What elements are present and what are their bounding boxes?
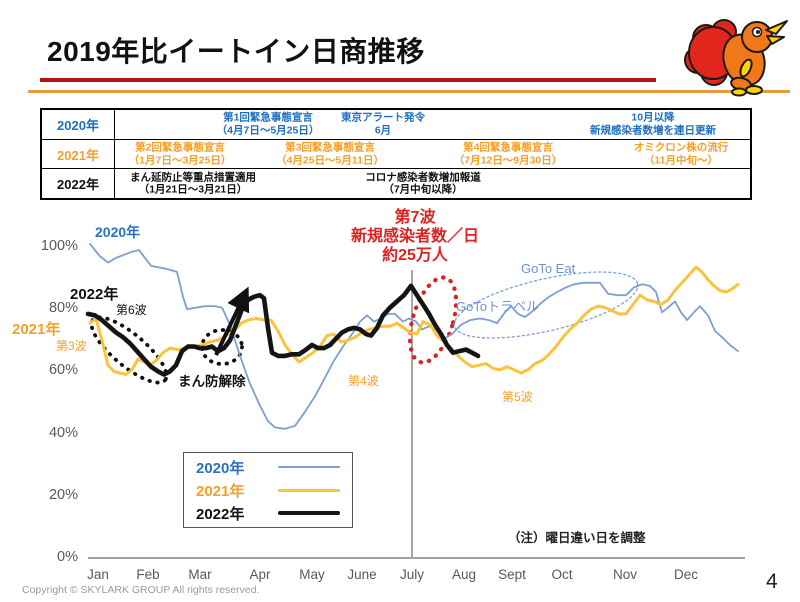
y-tick-100%: 100%	[40, 238, 78, 254]
chart-note: （注）曜日違い日を調整	[508, 531, 646, 545]
skylark-bird-logo	[684, 19, 788, 97]
chart-label-goto-travel: GoToトラベル	[456, 299, 540, 314]
timeline-event: オミクロン株の流行 （11月中旬～）	[633, 141, 729, 166]
timeline-event: 第4回緊急事態宣言 （7月12日～9月30日）	[453, 141, 563, 166]
x-tick-Dec: Dec	[673, 567, 699, 582]
timeline-event: まん延防止等重点措置適用 （1月21日～3月21日）	[130, 171, 256, 196]
legend-line-2022	[278, 511, 340, 515]
y-tick-60%: 60%	[48, 362, 78, 379]
timeline-year-label: 2022年	[42, 169, 115, 199]
timeline-event: 10月以降 新規感染者数増を連日更新	[590, 111, 716, 137]
legend-line-2020	[278, 466, 340, 468]
chart-label-2021: 2021年	[12, 321, 61, 338]
legend-item-2020: 2020年	[196, 457, 340, 477]
series-line-2020年	[89, 242, 739, 430]
timeline-row-body: 第2回緊急事態宣言 （1月7日～3月25日） 第3回緊急事態宣言 （4月25日～5月1…	[115, 140, 750, 169]
timeline-row-body: まん延防止等重点措置適用 （1月21日～3月21日） コロナ感染者数増加報道 （7月中…	[115, 169, 750, 198]
timeline-row-2021年: 2021年 第2回緊急事態宣言 （1月7日～3月25日） 第3回緊急事態宣言 （4月25…	[42, 139, 750, 170]
timeline-event: 第1回緊急事態宣言 （4月7日～5月25日）	[216, 111, 320, 137]
legend-line-2021	[278, 488, 340, 492]
legend-label-2020: 2020年	[196, 459, 245, 477]
x-tick-Oct: Oct	[551, 567, 573, 582]
ellipse-goto	[453, 271, 639, 339]
chart-label-goto-eat: GoTo Eat	[521, 261, 576, 276]
timeline-event: コロナ感染者数増加報道 （7月中旬以降）	[365, 171, 481, 196]
x-tick-Nov: Nov	[612, 567, 638, 582]
timeline-table: 2020年 第1回緊急事態宣言 （4月7日～5月25日） 東京アラート発令 6月 10月以…	[40, 108, 752, 200]
chart-label-wave6: 第6波	[116, 303, 147, 317]
wave7-callout-line2: 新規感染者数／日	[350, 227, 480, 245]
y-tick-40%: 40%	[48, 424, 78, 441]
timeline-event: 第2回緊急事態宣言 （1月7日～3月25日）	[128, 141, 232, 166]
x-tick-Apr: Apr	[249, 567, 271, 582]
timeline-year-label: 2020年	[42, 110, 115, 139]
timeline-year-label: 2021年	[42, 139, 115, 169]
legend-item-2021: 2021年	[196, 480, 340, 500]
chart-label-2020: 2020年	[95, 224, 141, 240]
wave7-callout: 第7波 新規感染者数／日 約25万人	[351, 209, 479, 266]
legend-label-2021: 2021年	[196, 482, 245, 500]
wave7-callout-line1: 第7波	[394, 209, 436, 226]
x-tick-Jan: Jan	[87, 567, 109, 582]
y-tick-20%: 20%	[48, 486, 78, 503]
x-tick-July: July	[399, 567, 425, 582]
x-tick-May: May	[299, 567, 325, 582]
chart-label-2022: 2022年	[70, 286, 119, 303]
legend-label-2022: 2022年	[196, 505, 245, 523]
x-tick-Mar: Mar	[188, 567, 212, 582]
x-tick-June: June	[347, 567, 377, 582]
x-tick-Feb: Feb	[136, 567, 160, 582]
surge-arrow	[214, 286, 250, 356]
page-number: 4	[766, 570, 778, 593]
chart-label-wave4: 第4波	[348, 374, 379, 388]
series-line-2022年	[85, 283, 481, 377]
chart-label-wave3: 第3波	[56, 339, 87, 353]
y-tick-80%: 80%	[48, 300, 78, 317]
chart-legend: 2020年 2021年 2022年	[183, 452, 353, 528]
wave7-callout-line3: 約25万人	[382, 246, 448, 264]
title-underline-orange	[28, 90, 790, 93]
copyright-text: Copyright © SKYLARK GROUP All rights res…	[22, 584, 260, 596]
timeline-row-2020年: 2020年 第1回緊急事態宣言 （4月7日～5月25日） 東京アラート発令 6月 10月以…	[42, 110, 750, 140]
legend-item-2022: 2022年	[196, 503, 340, 523]
title-underline-red	[40, 78, 656, 82]
y-tick-0%: 0%	[57, 549, 78, 565]
timeline-event: 第3回緊急事態宣言 （4月25日～5月11日）	[276, 141, 384, 166]
chart-label-wave5: 第5波	[502, 390, 533, 404]
ellipse-wave7	[407, 275, 459, 365]
timeline-row-body: 第1回緊急事態宣言 （4月7日～5月25日） 東京アラート発令 6月 10月以降 新規感染…	[115, 110, 750, 139]
x-tick-Aug: Aug	[451, 567, 477, 582]
timeline-event: 東京アラート発令 6月	[341, 111, 425, 137]
page-title: 2019年比イートイン日商推移	[47, 36, 425, 67]
timeline-row-2022年: 2022年 まん延防止等重点措置適用 （1月21日～3月21日） コロナ感染者数増加報…	[42, 169, 750, 199]
x-tick-Sept: Sept	[498, 567, 526, 582]
chart-label-manbo-lift: まん防解除	[178, 374, 246, 389]
